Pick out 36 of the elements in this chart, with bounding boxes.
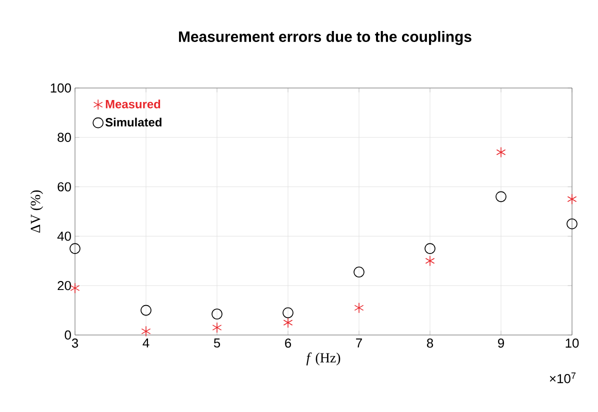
point [140,304,152,316]
y-tick-label: 60 [58,182,71,192]
x-tick-label: 4 [142,338,150,348]
y-tick-label: 20 [58,281,71,290]
point [424,243,436,254]
y-tick-label: 0 [64,330,71,340]
point [212,308,222,320]
x-tick-label: 9 [498,338,504,348]
point [567,194,577,205]
point [354,302,364,314]
x-tick-label: 7 [356,338,362,348]
y-axis-title: ΔV (%) [30,190,44,233]
x-tick-label: 6 [285,338,292,348]
point [496,191,506,202]
point [283,317,293,328]
point [566,218,578,230]
point [425,256,435,266]
point [70,282,80,294]
point [141,326,151,337]
point [70,243,80,254]
point [354,266,364,278]
y-tick-label: 100 [50,83,71,93]
x-tick-label: 3 [72,338,78,348]
y-tick-label: 80 [58,132,71,142]
point [282,307,294,318]
chart-title: Measurement errors due to the couplings [179,31,472,45]
legend-label: Simulated [105,118,162,127]
point [212,322,222,333]
text: ×10$^{7}$ [550,372,576,384]
x-tick-label: 5 [214,338,220,348]
x-tick-label: 8 [426,338,434,348]
legend-label: Measured [106,100,160,108]
y-tick-label: 40 [57,232,71,241]
point [496,146,506,158]
x-axis-title: f (Hz) [306,352,340,366]
x-tick-label: 10 [566,338,579,348]
